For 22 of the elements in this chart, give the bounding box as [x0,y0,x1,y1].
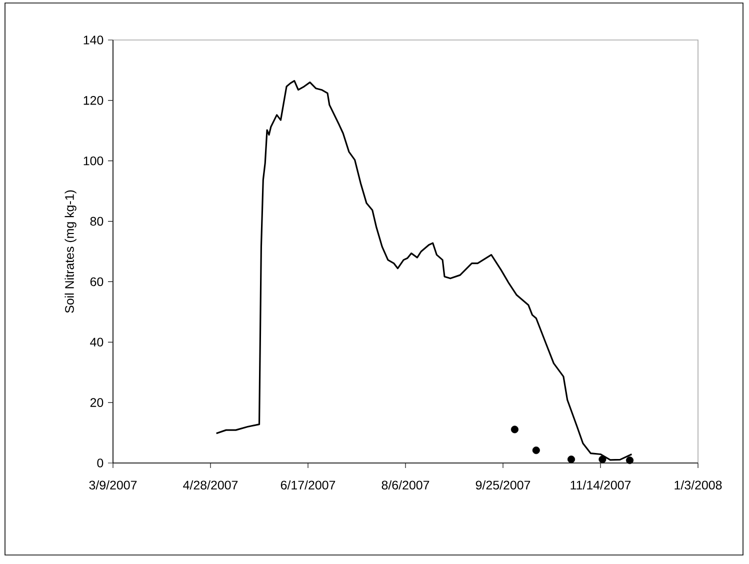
y-tick-label: 40 [90,338,104,347]
x-tick-label: 1/3/2008 [674,480,722,490]
y-axis-title: Soil Nitrates (mg kg-1) [64,190,76,313]
y-tick-label: 80 [90,216,104,226]
x-tick-label: 3/9/2007 [89,480,137,490]
x-tick-label: 4/28/2007 [183,480,238,490]
y-tick-label: 60 [90,277,104,286]
x-tick-label: 11/14/2007 [570,480,631,490]
point [598,456,606,464]
point [532,446,540,454]
x-tick-label: 8/6/2007 [382,480,430,490]
line-series [216,80,633,461]
y-tick-label: 100 [84,156,104,166]
point [626,456,634,464]
y-tick-label: 140 [84,36,104,44]
x-tick-label: 9/25/2007 [476,480,530,490]
y-tick-label: 20 [90,398,104,407]
point [567,456,576,464]
point [510,426,518,434]
y-tick-label: 120 [84,96,104,105]
y-tick-label: 0 [97,458,104,468]
x-tick-label: 6/17/2007 [280,480,336,490]
